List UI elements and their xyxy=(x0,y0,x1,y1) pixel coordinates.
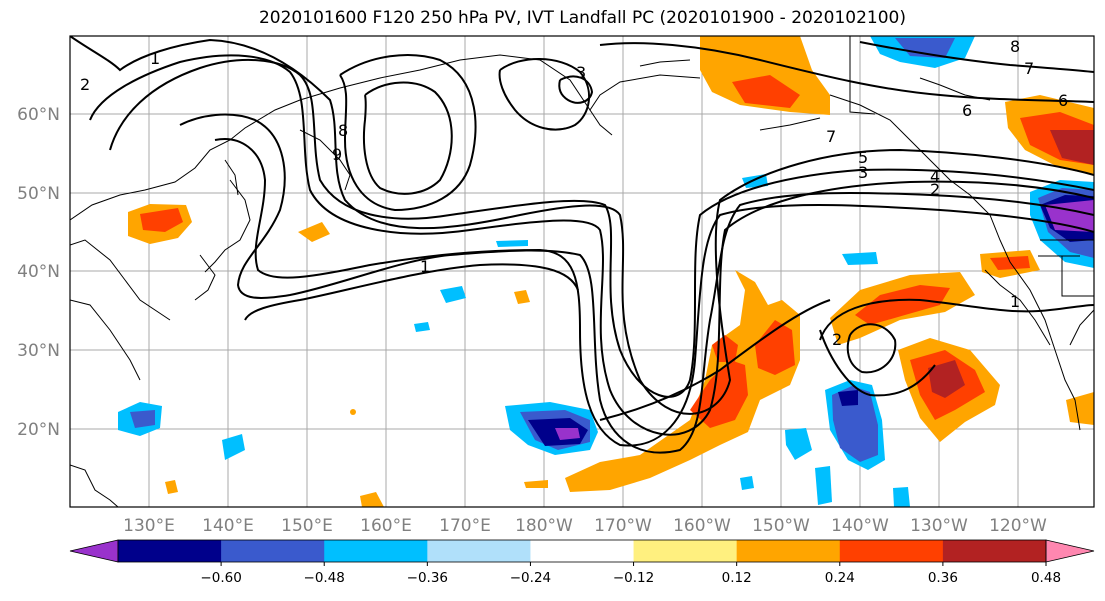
contour-label: 5 xyxy=(858,148,868,167)
lon-label: 140°E xyxy=(202,516,254,536)
contour-label: 8 xyxy=(1010,37,1020,56)
contour-label: 2 xyxy=(930,180,940,199)
colorbar-tick-label: −0.12 xyxy=(613,570,654,586)
contour-labels: 1 2 3 4 5 6 7 8 9 1 2 3 6 7 8 1 2 xyxy=(80,37,1068,349)
colorbar-segment xyxy=(427,540,531,562)
colorbar-segment xyxy=(530,540,635,562)
colorbar-segment xyxy=(118,540,222,562)
lon-label: 170°E xyxy=(439,516,491,536)
contour-label: 4 xyxy=(930,167,940,186)
pv-contours xyxy=(70,36,1094,454)
colorbar-segment xyxy=(942,540,1047,562)
colorbar-tick-label: −0.48 xyxy=(304,570,345,586)
colorbar-extend-low xyxy=(69,539,119,563)
lon-label: 160°W xyxy=(673,516,731,536)
lat-label: 50°N xyxy=(17,184,60,204)
colorbar-tick-label: 0.12 xyxy=(722,570,752,586)
lon-label: 150°W xyxy=(752,516,810,536)
figure-title: 2020101600 F120 250 hPa PV, IVT Landfall… xyxy=(258,8,906,28)
lon-label: 150°E xyxy=(281,516,333,536)
colorbar-segment xyxy=(839,540,944,562)
colorbar-segment xyxy=(324,540,428,562)
longitude-labels: 130°E 140°E 150°E 160°E 170°E 180°W 170°… xyxy=(123,516,1047,536)
contour-label: 8 xyxy=(338,121,348,140)
contour-label: 1 xyxy=(1010,292,1020,311)
contour-label: 9 xyxy=(332,145,342,164)
lat-label: 20°N xyxy=(17,420,60,440)
colorbar-extend-high xyxy=(1045,539,1095,563)
colorbar-segment xyxy=(221,540,325,562)
contour-label: 3 xyxy=(858,163,868,182)
colorbar: −0.60 −0.48 −0.36 −0.24 −0.12 0.12 0.24 0.36 0.4… xyxy=(69,539,1095,586)
positive-anomaly-fills xyxy=(128,36,1094,507)
lon-label: 160°E xyxy=(360,516,412,536)
lat-label: 40°N xyxy=(17,262,60,282)
contour-label: 2 xyxy=(832,330,842,349)
colorbar-tick-label: −0.24 xyxy=(510,570,551,586)
colorbar-tick-label: 0.48 xyxy=(1031,570,1061,586)
latitude-labels: 60°N 50°N 40°N 30°N 20°N xyxy=(17,105,60,440)
lon-label: 140°W xyxy=(831,516,889,536)
contour-label: 6 xyxy=(962,101,972,120)
contour-label: 1 xyxy=(150,49,160,68)
contour-label: 3 xyxy=(576,63,586,82)
lon-label: 130°E xyxy=(123,516,175,536)
map-content: 1 2 3 4 5 6 7 8 9 1 2 3 6 7 8 1 2 xyxy=(70,36,1094,507)
lat-label: 60°N xyxy=(17,105,60,125)
colorbar-tick-label: 0.24 xyxy=(825,570,855,586)
colorbar-segment xyxy=(633,540,738,562)
colorbar-tick-label: 0.36 xyxy=(928,570,958,586)
lat-label: 30°N xyxy=(17,341,60,361)
colorbar-tick-label: −0.36 xyxy=(407,570,448,586)
colorbar-outline xyxy=(117,539,1047,563)
lon-label: 130°W xyxy=(910,516,968,536)
contour-label: 7 xyxy=(1024,59,1034,78)
lon-label: 120°W xyxy=(989,516,1047,536)
lon-label: 170°W xyxy=(594,516,652,536)
contour-label: 6 xyxy=(1058,91,1068,110)
contour-label: 2 xyxy=(80,75,90,94)
colorbar-tick-label: −0.60 xyxy=(200,570,241,586)
contour-label: 1 xyxy=(420,257,430,276)
coastlines xyxy=(70,36,1094,507)
contour-label: 7 xyxy=(826,127,836,146)
map-frame xyxy=(69,35,1095,508)
lon-label: 180°W xyxy=(515,516,573,536)
colorbar-segment xyxy=(736,540,841,562)
